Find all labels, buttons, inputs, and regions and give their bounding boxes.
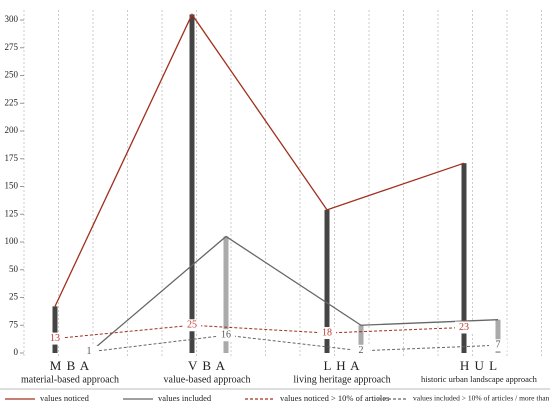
category-abbr: V B A xyxy=(188,358,226,373)
category-label: historic urban landscape approach xyxy=(421,374,538,384)
legend-label: values included xyxy=(158,393,212,403)
label-bg xyxy=(46,332,64,345)
label-bg xyxy=(80,345,98,358)
category-abbr: L H A xyxy=(323,358,360,373)
y-tick-label: 50 xyxy=(9,264,19,274)
data-label: 7 xyxy=(496,340,501,351)
y-tick-label: 125 xyxy=(5,208,19,218)
data-label: 13 xyxy=(50,333,60,344)
data-label: 18 xyxy=(322,327,332,338)
category-label: value-based approach xyxy=(164,374,251,385)
label-bg xyxy=(489,339,507,352)
series-line xyxy=(54,13,465,307)
category-label: material-based approach xyxy=(21,374,119,385)
category-label: living heritage approach xyxy=(293,374,390,385)
category-abbr: M B A xyxy=(50,358,90,373)
y-tick-label: 250 xyxy=(5,70,19,80)
y-tick-label: 100 xyxy=(5,236,19,246)
y-tick-label: 0 xyxy=(14,347,19,357)
bar xyxy=(52,306,58,353)
bar xyxy=(495,319,501,353)
category-abbr: H U L xyxy=(460,358,498,373)
bar xyxy=(324,209,330,353)
bar xyxy=(189,14,195,353)
y-tick-label: 75 xyxy=(9,319,19,329)
data-label: 25 xyxy=(187,320,197,331)
data-label: 1 xyxy=(87,346,92,357)
label-bg xyxy=(352,344,370,357)
bar xyxy=(223,236,229,353)
y-tick-label: 150 xyxy=(5,181,19,191)
label-bg xyxy=(318,327,336,340)
series-line xyxy=(88,235,499,354)
label-bg xyxy=(217,329,235,342)
series-line xyxy=(54,324,465,340)
y-tick-label: 225 xyxy=(5,97,19,107)
legend-label: values noticed xyxy=(40,393,90,403)
legend-label: values noticed > 10% of articles xyxy=(280,393,389,403)
bar xyxy=(461,163,467,353)
y-tick-label: 275 xyxy=(5,42,19,52)
y-tick-label: 200 xyxy=(5,125,19,135)
legend-label: values included > 10% of articles / more… xyxy=(413,394,550,403)
y-tick-label: 300 xyxy=(5,14,19,24)
label-bg xyxy=(183,319,201,332)
series-line xyxy=(88,334,499,353)
data-label: 16 xyxy=(221,330,231,341)
data-label: 23 xyxy=(459,322,469,333)
y-tick-label: 25 xyxy=(9,292,19,302)
label-bg xyxy=(455,321,473,334)
data-label: 2 xyxy=(359,345,364,356)
y-tick-label: 175 xyxy=(5,153,19,163)
bar xyxy=(358,325,364,353)
